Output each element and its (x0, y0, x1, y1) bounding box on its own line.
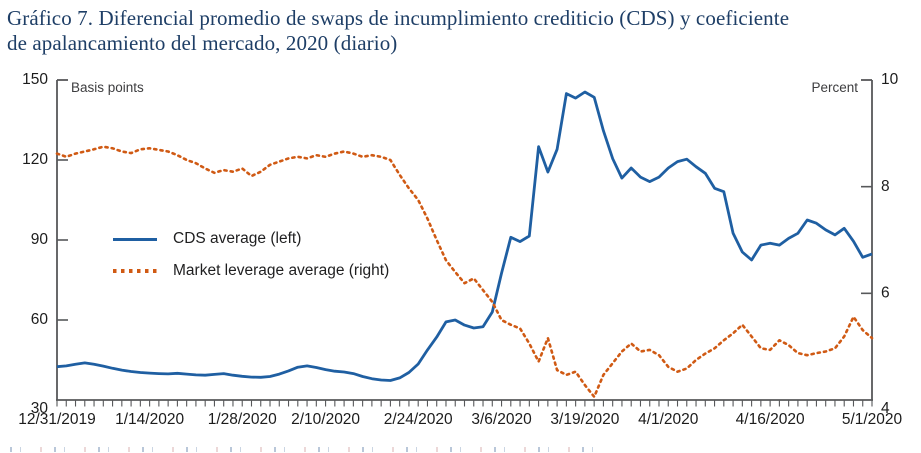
chart-title-line1: Gráfico 7. Diferencial promedio de swaps… (7, 6, 790, 30)
leverage-line-swatch (113, 269, 157, 273)
y-right-tick-label: 6 (881, 284, 890, 301)
chart-title-line2: de apalancamiento del mercado, 2020 (dia… (7, 31, 398, 56)
y-left-tick-label: 150 (22, 71, 48, 88)
y-axis-right: 4 6 8 10 (861, 71, 899, 417)
x-tick-label: 3/19/2020 (550, 411, 619, 428)
x-tick-label: 1/14/2020 (115, 411, 184, 428)
cds-line-swatch (113, 237, 157, 241)
y-axis-left: 30 60 90 120 150 (22, 71, 68, 417)
legend-label-cds: CDS average (left) (173, 230, 302, 247)
right-axis-unit-label: Percent (811, 80, 858, 95)
y-left-tick-label: 30 (31, 400, 49, 417)
x-tick-label: 3/6/2020 (471, 411, 532, 428)
legend-item-cds: CDS average (left) (113, 228, 389, 250)
x-tick-label: 1/28/2020 (208, 411, 277, 428)
y-right-tick-label: 4 (881, 400, 890, 417)
x-tick-label: 4/1/2020 (638, 411, 699, 428)
x-tick-label: 4/16/2020 (736, 411, 805, 428)
leverage-line (55, 145, 874, 399)
y-right-tick-label: 8 (881, 178, 890, 195)
y-right-tick-label: 10 (881, 71, 899, 88)
x-tick-label: 2/10/2020 (291, 411, 360, 428)
x-axis-labels: 12/31/2019 1/14/2020 1/28/2020 2/10/2020 2/2… (18, 411, 902, 428)
legend-item-leverage: Market leverage average (right) (113, 260, 389, 282)
cds-line (56, 90, 873, 382)
y-left-tick-label: 120 (22, 151, 48, 168)
y-left-tick-label: 60 (31, 311, 49, 328)
x-tick-label: 12/31/2019 (18, 411, 96, 428)
x-tick-label: 2/24/2020 (384, 411, 453, 428)
chart-title: Gráfico 7. Diferencial promedio de swaps… (7, 6, 907, 56)
legend-label-leverage: Market leverage average (right) (173, 262, 390, 279)
y-left-tick-label: 90 (31, 231, 49, 248)
clipped-note-fragment (10, 447, 610, 452)
legend: CDS average (left) Market leverage avera… (113, 228, 389, 282)
x-axis-minor-ticks (56, 400, 873, 407)
x-tick-label: 5/1/2020 (842, 411, 903, 428)
left-axis-unit-label: Basis points (71, 80, 144, 95)
